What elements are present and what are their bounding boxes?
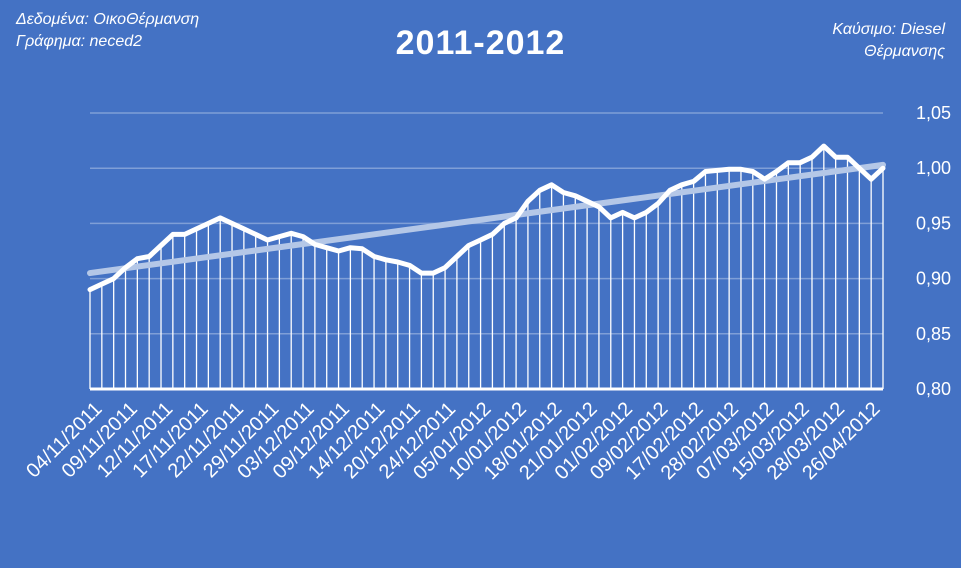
data-point — [337, 249, 340, 253]
trendline-path — [87, 161, 886, 277]
data-point — [656, 202, 660, 205]
y-tick-label: 0,90 — [916, 269, 951, 289]
data-point — [432, 271, 435, 275]
data-point — [822, 144, 826, 148]
data-point — [136, 257, 139, 260]
chart-title: 2011-2012 — [395, 24, 566, 62]
fuel-line-2: Θέρμανσης — [864, 43, 945, 60]
y-tick-label: 0,85 — [916, 324, 951, 344]
data-source-note: Δεδομένα: ΟικοΘέρμανση Γράφημα: neced2 — [16, 9, 199, 53]
data-point — [704, 170, 707, 173]
data-point — [538, 189, 541, 192]
y-tick-label: 0,95 — [916, 213, 951, 233]
data-point — [420, 271, 423, 275]
data-point — [633, 216, 636, 220]
data-point — [727, 168, 731, 171]
data-point — [124, 266, 127, 269]
data-point — [798, 161, 802, 164]
data-point — [313, 243, 317, 246]
data-point — [585, 200, 589, 203]
data-point — [183, 233, 186, 236]
data-label: Δεδομένα: ΟικοΘέρμανση — [16, 11, 200, 28]
data-point — [171, 233, 175, 236]
y-tick-label: 0,80 — [916, 379, 951, 399]
data-point — [372, 255, 376, 258]
data-point — [254, 233, 257, 236]
data-point — [443, 266, 447, 269]
data-point — [349, 246, 352, 249]
data-point — [680, 183, 683, 186]
data-point — [195, 227, 198, 231]
data-point — [361, 247, 364, 250]
data-point — [290, 232, 293, 235]
trendline — [87, 161, 886, 277]
data-point — [858, 167, 861, 170]
data-point — [597, 205, 601, 209]
data-point — [408, 264, 411, 267]
data-point — [467, 244, 470, 247]
data-point — [514, 216, 518, 220]
data-point — [396, 260, 399, 264]
grid-lines — [90, 112, 883, 391]
data-point — [846, 155, 849, 159]
data-point — [550, 183, 553, 186]
data-point — [242, 227, 246, 231]
data-point — [692, 180, 695, 183]
data-point — [716, 169, 719, 172]
data-point — [739, 168, 743, 171]
data-point — [301, 235, 305, 238]
y-axis-ticks: 0,80 0,85 0,90 0,95 1,00 1,05 — [916, 103, 951, 399]
data-point — [574, 194, 577, 197]
data-point — [266, 238, 269, 242]
data-point — [88, 288, 92, 291]
data-point — [503, 222, 506, 225]
data-point — [455, 255, 459, 258]
fuel-line-1: Καύσιμο: Diesel — [832, 21, 945, 38]
series-path — [87, 143, 886, 293]
data-point — [751, 170, 755, 173]
data-point — [763, 178, 766, 181]
data-point — [526, 200, 530, 203]
chart-label: Γράφημα: neced2 — [16, 33, 143, 50]
data-point — [775, 170, 778, 173]
data-point — [621, 211, 624, 214]
x-axis-ticks: 04/11/201109/11/201112/11/201117/11/2011… — [22, 398, 884, 484]
data-point — [869, 178, 873, 181]
data-point — [207, 222, 210, 225]
data-point — [218, 216, 222, 220]
data-point — [384, 258, 388, 262]
data-point — [100, 282, 104, 286]
series-line — [87, 143, 886, 293]
data-point — [668, 189, 672, 192]
data-point — [278, 235, 281, 238]
data-point — [112, 277, 115, 280]
fuel-note: Καύσιμο: Diesel Θέρμανσης — [745, 19, 945, 63]
data-point — [230, 222, 234, 225]
data-point — [609, 216, 612, 220]
data-point — [147, 255, 151, 258]
data-point — [645, 211, 648, 214]
data-point — [810, 155, 814, 159]
data-point — [562, 191, 565, 194]
data-point — [881, 167, 885, 170]
data-point — [159, 244, 163, 247]
data-point — [479, 238, 482, 242]
data-point — [787, 161, 790, 164]
data-point — [325, 246, 328, 249]
data-point — [491, 233, 494, 236]
y-tick-label: 1,05 — [916, 103, 951, 123]
y-tick-label: 1,00 — [916, 158, 951, 178]
data-point — [834, 155, 837, 159]
